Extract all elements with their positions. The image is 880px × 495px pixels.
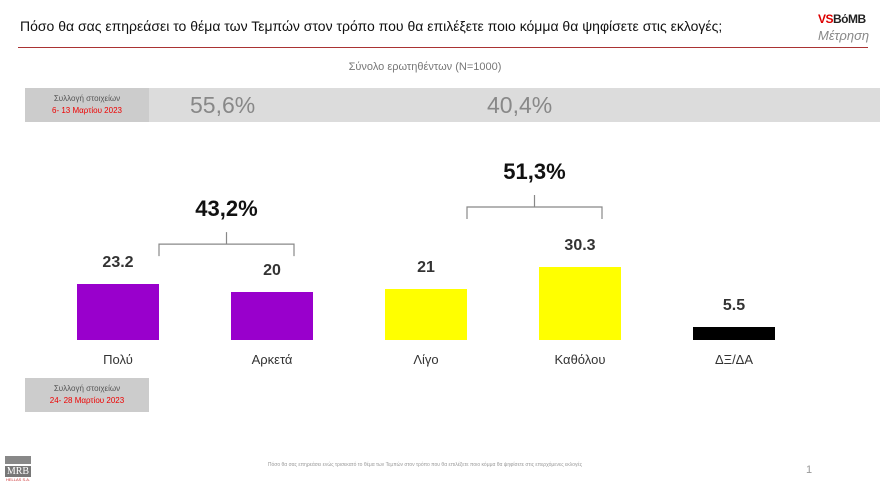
value-label: 5.5 (722, 296, 746, 314)
wave1-band (25, 88, 880, 122)
category-label: ΔΞ/ΔΑ (714, 352, 754, 367)
wave1-pct-b: 40,4% (487, 92, 553, 118)
footer-note: Πόσο θα σας επηρεάσει ενώς τρισεκατό το … (267, 462, 583, 468)
wave2-label: Συλλογή στοιχείων (53, 384, 121, 393)
wave2-dates: 24- 28 Μαρτίου 2023 (49, 396, 125, 405)
wave1-label: Συλλογή στοιχείων (53, 94, 121, 103)
sample-subtitle: Σύνολο ερωτηθέντων (N=1000) (348, 61, 502, 73)
category-label: Λίγο (413, 352, 439, 367)
bracket (466, 194, 603, 219)
wave1-pct-a: 55,6% (190, 92, 256, 118)
bar (77, 284, 159, 340)
page-number: 1 (806, 464, 813, 476)
value-label: 21 (417, 259, 435, 277)
mrb-logo: MRB HELLAS S.A. (5, 456, 31, 482)
value-label: 23.2 (102, 254, 134, 272)
group-total-label: 51,3% (503, 158, 566, 184)
category-label: Πολύ (103, 352, 133, 367)
bracket (158, 232, 295, 257)
logo-subtitle: Μέτρηση (818, 28, 870, 43)
category-label: Καθόλου (554, 352, 606, 367)
title-divider (18, 47, 868, 48)
wave2-datebox: Συλλογή στοιχείων 24- 28 Μαρτίου 2023 (25, 378, 149, 412)
wave1-dates: 6- 13 Μαρτίου 2023 (52, 106, 122, 115)
value-label: 20 (263, 261, 281, 279)
bar (385, 289, 467, 340)
bar (231, 291, 313, 340)
bar (539, 266, 621, 340)
value-label: 30.3 (564, 236, 596, 254)
wave1-datebox: Συλλογή στοιχείων 6- 13 Μαρτίου 2023 (25, 88, 149, 122)
group-total-label: 43,2% (195, 196, 258, 222)
vsbomb-logo: VSBόMB (818, 12, 866, 26)
question-title: Πόσο θα σας επηρεάσει το θέμα των Τεμπών… (20, 18, 723, 34)
bar (693, 326, 775, 340)
category-label: Αρκετά (251, 352, 293, 367)
